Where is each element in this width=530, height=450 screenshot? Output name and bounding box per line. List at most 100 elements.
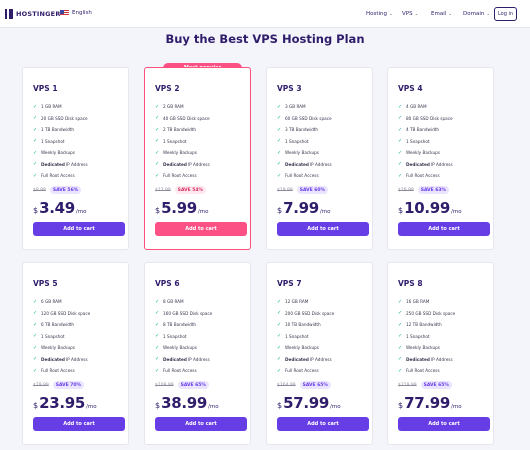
- language-label: English: [72, 10, 92, 16]
- check-icon: ✓: [398, 356, 403, 363]
- feature-highlight: Dedicated: [285, 161, 309, 167]
- feature-item: ✓ Full Root Access: [33, 170, 88, 182]
- feature-text: 10 TB Bandwidth: [285, 322, 321, 328]
- plan-name: VPS 1: [33, 84, 58, 93]
- check-icon: ✓: [277, 172, 282, 179]
- check-icon: ✓: [155, 172, 160, 179]
- feature-item: ✓ Dedicated IP Address: [33, 159, 88, 171]
- hostinger-logo[interactable]: HOSTINGER: [5, 8, 61, 20]
- plan-card: VPS 6 ✓ 8 GB RAM ✓ 160 GB SSD Disk space ✓ 8 T…: [144, 262, 251, 445]
- feature-item: ✓ Weekly Backups: [33, 342, 90, 354]
- feature-list: ✓ 16 GB RAM ✓ 250 GB SSD Disk space ✓ 12 TB B…: [398, 296, 455, 377]
- nav-hosting[interactable]: Hosting ⌄: [366, 11, 393, 17]
- check-icon: ✓: [398, 115, 403, 122]
- plan-price: $3.49/mo: [33, 199, 86, 217]
- feature-text: Full Root Access: [41, 173, 75, 179]
- nav-domain[interactable]: Domain ⌄: [463, 11, 490, 17]
- login-button[interactable]: Log in: [494, 7, 517, 21]
- check-icon: ✓: [33, 138, 38, 145]
- save-badge: SAVE 65%: [420, 381, 452, 389]
- add-to-cart-button[interactable]: Add to cart: [277, 222, 369, 236]
- check-icon: ✓: [33, 333, 38, 340]
- save-badge: SAVE 63%: [417, 186, 450, 194]
- price-period: /mo: [75, 209, 87, 215]
- feature-item: ✓ Dedicated IP Address: [398, 354, 455, 366]
- check-icon: ✓: [398, 310, 403, 317]
- add-to-cart-button[interactable]: Add to cart: [155, 417, 247, 431]
- price-period: /mo: [197, 209, 209, 215]
- currency-symbol: $: [277, 401, 283, 410]
- feature-text: IP Address: [65, 356, 88, 362]
- save-badge: SAVE 54%: [174, 186, 207, 194]
- feature-list: ✓ 4 GB RAM ✓ 80 GB SSD Disk space ✓ 4 TB Band…: [398, 101, 453, 182]
- check-icon: ✓: [277, 103, 282, 110]
- discount-row: $8.99 SAVE 56%: [33, 186, 82, 194]
- feature-text: 200 GB SSD Disk space: [285, 310, 335, 316]
- check-icon: ✓: [33, 321, 38, 328]
- check-icon: ✓: [155, 149, 160, 156]
- feature-list: ✓ 1 GB RAM ✓ 20 GB SSD Disk space ✓ 1 TB Band…: [33, 101, 88, 182]
- nav-vps[interactable]: VPS ⌄: [402, 11, 418, 17]
- check-icon: ✓: [277, 138, 282, 145]
- feature-text: 1 Snapshot: [163, 333, 187, 339]
- feature-item: ✓ 12 TB Bandwidth: [398, 319, 455, 331]
- add-to-cart-button[interactable]: Add to cart: [277, 417, 369, 431]
- check-icon: ✓: [398, 321, 403, 328]
- original-price: $12.99: [155, 187, 171, 193]
- feature-item: ✓ Dedicated IP Address: [277, 159, 332, 171]
- original-price: $109.99: [155, 382, 174, 388]
- feature-text: 12 TB Bandwidth: [406, 322, 442, 328]
- language-selector[interactable]: English: [60, 10, 92, 16]
- chevron-down-icon: ⌄: [486, 11, 491, 17]
- currency-symbol: $: [33, 401, 39, 410]
- feature-text: Weekly Backups: [285, 345, 319, 351]
- original-price: $164.99: [277, 382, 296, 388]
- feature-item: ✓ 1 Snapshot: [398, 331, 455, 343]
- feature-item: ✓ 250 GB SSD Disk space: [398, 308, 455, 320]
- currency-symbol: $: [398, 401, 404, 410]
- discount-row: $29.99 SAVE 63%: [398, 186, 450, 194]
- feature-item: ✓ Full Root Access: [277, 365, 334, 377]
- feature-text: Weekly Backups: [406, 150, 440, 156]
- feature-text: IP Address: [430, 356, 453, 362]
- feature-text: 4 GB RAM: [406, 104, 427, 110]
- check-icon: ✓: [277, 367, 282, 374]
- feature-item: ✓ 1 Snapshot: [398, 136, 453, 148]
- feature-text: 1 Snapshot: [285, 333, 309, 339]
- feature-item: ✓ 80 GB SSD Disk space: [398, 113, 453, 125]
- nav-email[interactable]: Email ⌄: [431, 11, 452, 17]
- discount-row: $79.99 SAVE 70%: [33, 381, 85, 389]
- check-icon: ✓: [277, 321, 282, 328]
- check-icon: ✓: [33, 344, 38, 351]
- check-icon: ✓: [155, 126, 160, 133]
- feature-item: ✓ Weekly Backups: [155, 147, 210, 159]
- check-icon: ✓: [398, 333, 403, 340]
- feature-item: ✓ 12 GB RAM: [277, 296, 334, 308]
- add-to-cart-button[interactable]: Add to cart: [33, 417, 125, 431]
- check-icon: ✓: [398, 161, 403, 168]
- feature-item: ✓ Full Root Access: [398, 365, 455, 377]
- feature-item: ✓ 200 GB SSD Disk space: [277, 308, 334, 320]
- add-to-cart-button[interactable]: Add to cart: [155, 222, 247, 236]
- add-to-cart-button[interactable]: Add to cart: [398, 222, 490, 236]
- feature-text: IP Address: [430, 161, 453, 167]
- add-to-cart-button[interactable]: Add to cart: [398, 417, 490, 431]
- feature-list: ✓ 2 GB RAM ✓ 40 GB SSD Disk space ✓ 2 TB Band…: [155, 101, 210, 182]
- check-icon: ✓: [277, 333, 282, 340]
- check-icon: ✓: [398, 138, 403, 145]
- feature-text: 2 TB Bandwidth: [163, 127, 197, 133]
- feature-text: 1 Snapshot: [41, 333, 65, 339]
- nav-label: Domain: [463, 11, 485, 17]
- chevron-down-icon: ⌄: [414, 11, 419, 17]
- feature-item: ✓ 8 GB RAM: [155, 296, 212, 308]
- add-to-cart-button[interactable]: Add to cart: [33, 222, 125, 236]
- feature-text: Full Root Access: [163, 368, 197, 374]
- check-icon: ✓: [155, 115, 160, 122]
- price-period: /mo: [208, 404, 219, 410]
- plan-price: $57.99/mo: [277, 394, 341, 412]
- feature-item: ✓ 10 TB Bandwidth: [277, 319, 334, 331]
- feature-text: Full Root Access: [41, 368, 75, 374]
- feature-text: Weekly Backups: [163, 345, 197, 351]
- plan-name: VPS 5: [33, 279, 58, 288]
- feature-text: 1 Snapshot: [406, 333, 430, 339]
